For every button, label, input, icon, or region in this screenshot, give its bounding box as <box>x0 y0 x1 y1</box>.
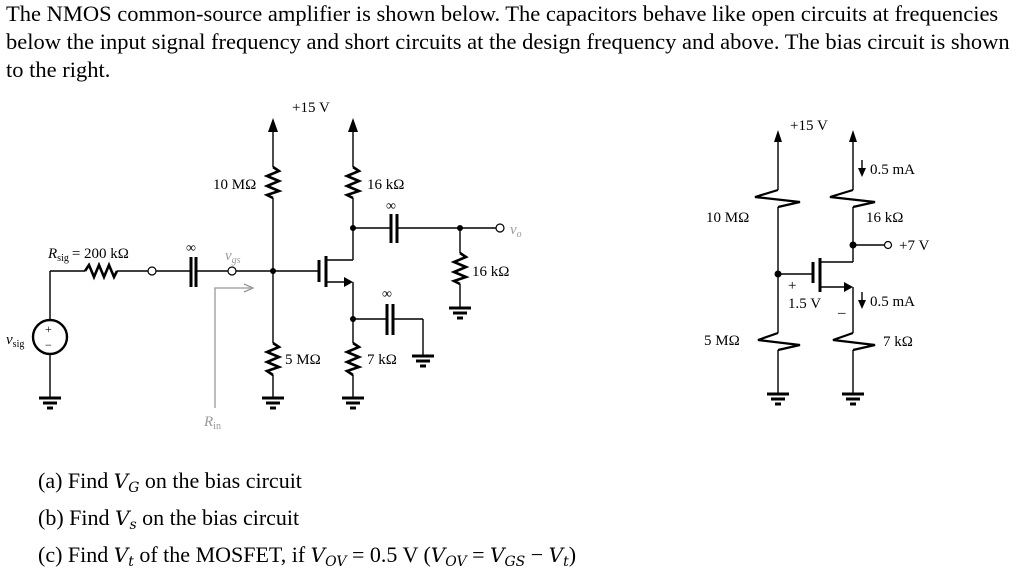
vgs-label: vgs <box>225 248 241 266</box>
nmos-transistor <box>811 258 854 333</box>
r-d-label: 16 kΩ <box>367 177 404 193</box>
resistor-10M <box>754 188 801 209</box>
c1-label: ∞ <box>186 241 196 256</box>
nmos-transistor <box>317 256 354 343</box>
supply-arrow-icon <box>268 118 278 132</box>
ground-icon <box>39 396 61 410</box>
ground-icon <box>262 396 284 410</box>
circuit-diagrams: +15 V 10 MΩ 5 MΩ 16 kΩ ∞ vo 16 kΩ <box>6 100 929 432</box>
vgs-minus: _ <box>837 300 846 316</box>
rsig-label: Rsig = 200 kΩ <box>47 246 129 264</box>
amp-supply-label: +15 V <box>292 100 330 116</box>
ground-icon <box>412 354 434 368</box>
r-s-label: 7 kΩ <box>367 352 397 368</box>
c2-label: ∞ <box>386 199 396 214</box>
resistor-10M <box>263 165 283 200</box>
rin-label: Rin <box>203 414 221 432</box>
problem-statement: The NMOS common-source amplifier is show… <box>6 1 1010 82</box>
ground-icon <box>767 392 789 406</box>
vgs-plus: + <box>788 278 796 294</box>
vo-label: vo <box>510 222 522 240</box>
current-arrow-icon <box>858 300 866 309</box>
ground-icon <box>342 396 364 410</box>
bias-rg2-label: 5 MΩ <box>704 333 740 349</box>
amplifier-circuit: +15 V 10 MΩ 5 MΩ 16 kΩ ∞ vo 16 kΩ <box>6 100 522 432</box>
resistor-5M <box>263 341 283 377</box>
vd-label: +7 V <box>899 238 929 254</box>
questions: (a) Find VG on the bias circuit (b) Find… <box>38 466 576 577</box>
r-l-label: 16 kΩ <box>472 264 509 280</box>
output-terminal <box>495 223 505 233</box>
ground-icon <box>842 392 864 406</box>
bias-rg1-label: 10 MΩ <box>706 210 749 226</box>
rin-arrow-icon <box>214 287 252 408</box>
ground-icon <box>449 306 471 320</box>
r-g2-label: 5 MΩ <box>285 352 321 368</box>
drain-terminal <box>883 240 893 250</box>
vgs-label: 1.5 V <box>788 296 821 312</box>
supply-arrow-icon <box>348 118 358 132</box>
bias-rd-label: 16 kΩ <box>866 210 903 226</box>
bias-supply-label: +15 V <box>790 118 828 134</box>
resistor-16k <box>829 188 876 209</box>
is-label: 0.5 mA <box>870 294 915 310</box>
question-a: (a) Find VG on the bias circuit <box>38 468 302 496</box>
supply-arrow-icon <box>774 130 782 142</box>
vsig-label: vsig <box>6 332 24 350</box>
bias-rs-label: 7 kΩ <box>883 334 913 350</box>
question-b: (b) Find Vs on the bias circuit <box>38 505 300 533</box>
resistor-7k <box>832 331 876 352</box>
resistor-rd <box>343 165 363 200</box>
resistor-rsig <box>83 261 119 281</box>
r-g1-label: 10 MΩ <box>213 177 256 193</box>
resistor-rs <box>343 341 363 377</box>
svg-text:+: + <box>45 322 52 336</box>
id-label: 0.5 mA <box>870 162 915 178</box>
supply-arrow-icon <box>849 130 857 142</box>
bias-circuit: +15 V 0.5 mA 10 MΩ 16 kΩ +7 V + 1.5 V <box>704 118 929 406</box>
svg-text:−: − <box>45 338 52 352</box>
resistor-5M <box>757 331 801 352</box>
resistor-rl <box>450 251 470 286</box>
cs-label: ∞ <box>382 287 392 302</box>
current-arrow-icon <box>858 168 866 177</box>
